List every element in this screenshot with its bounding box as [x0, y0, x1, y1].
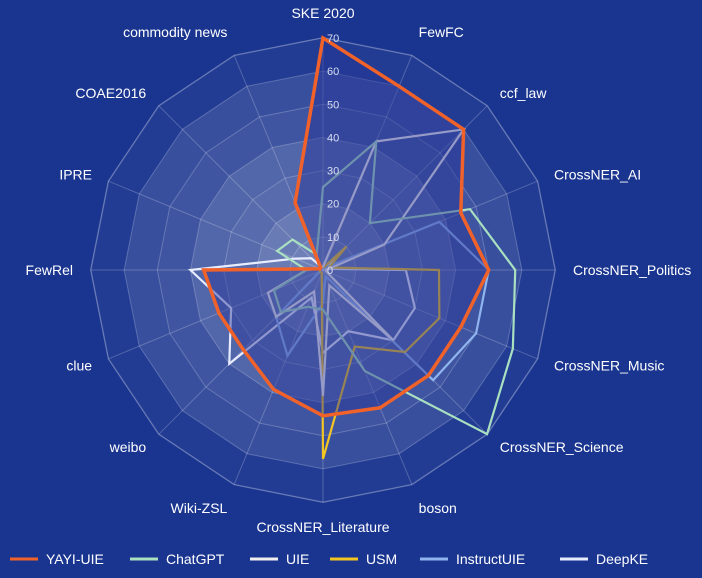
radial-tick-label: 50 — [327, 99, 339, 111]
category-label: clue — [66, 358, 92, 374]
series-line-yayi-uie — [201, 35, 491, 418]
grid-ring-7 — [90, 37, 556, 503]
series-line-chatgpt — [272, 138, 517, 436]
category-label: weibo — [109, 439, 147, 455]
legend-item-instructuie[interactable]: InstructUIE — [420, 551, 525, 567]
radial-tick-label: 0 — [327, 265, 333, 277]
grid-spoke — [322, 269, 538, 360]
category-label: IPRE — [59, 166, 92, 182]
category-label: boson — [419, 500, 457, 516]
radial-tick-label: 60 — [327, 66, 339, 78]
legend-label: DeepKE — [596, 551, 648, 567]
category-label: CrossNER_AI — [554, 166, 641, 182]
legend: YAYI-UIE ChatGPT UIE USM InstructUIE DeepKE — [10, 551, 648, 567]
category-label: SKE 2020 — [291, 5, 354, 21]
legend-item-chatgpt[interactable]: ChatGPT — [130, 551, 225, 567]
category-label: CrossNER_Science — [500, 439, 624, 455]
radial-ticks: 0 10 20 30 40 50 60 70 — [327, 33, 339, 277]
grid-ring-outer — [89, 36, 557, 504]
legend-item-uie[interactable]: UIE — [250, 551, 309, 567]
radial-tick-label: 10 — [327, 232, 339, 244]
radial-tick-label: 40 — [327, 132, 339, 144]
legend-item-usm[interactable]: USM — [330, 551, 397, 567]
radial-tick-label: 20 — [327, 199, 339, 211]
radar-series — [187, 35, 517, 460]
category-label: CrossNER_Music — [554, 358, 664, 374]
legend-label: YAYI-UIE — [46, 551, 104, 567]
category-labels: SKE 2020 FewFC ccf_law CrossNER_AI CrossNER_… — [26, 5, 692, 535]
grid-spoke — [108, 269, 324, 360]
legend-label: ChatGPT — [166, 551, 225, 567]
radial-tick-label: 30 — [327, 166, 339, 178]
radial-tick-label: 70 — [327, 33, 339, 45]
category-label: FewFC — [419, 24, 464, 40]
legend-label: InstructUIE — [456, 551, 525, 567]
grid-spoke — [322, 269, 413, 485]
category-label: FewRel — [26, 262, 73, 278]
legend-label: USM — [366, 551, 397, 567]
category-label: ccf_law — [500, 85, 548, 101]
grid-spoke — [108, 180, 324, 271]
legend-item-deepke[interactable]: DeepKE — [560, 551, 648, 567]
category-label: COAE2016 — [75, 85, 146, 101]
legend-label: UIE — [286, 551, 309, 567]
category-label: commodity news — [123, 24, 227, 40]
category-label: CrossNER_Politics — [573, 262, 691, 278]
legend-item-yayi-uie[interactable]: YAYI-UIE — [10, 551, 104, 567]
category-label: Wiki-ZSL — [171, 500, 228, 516]
category-label: CrossNER_Literature — [256, 519, 389, 535]
